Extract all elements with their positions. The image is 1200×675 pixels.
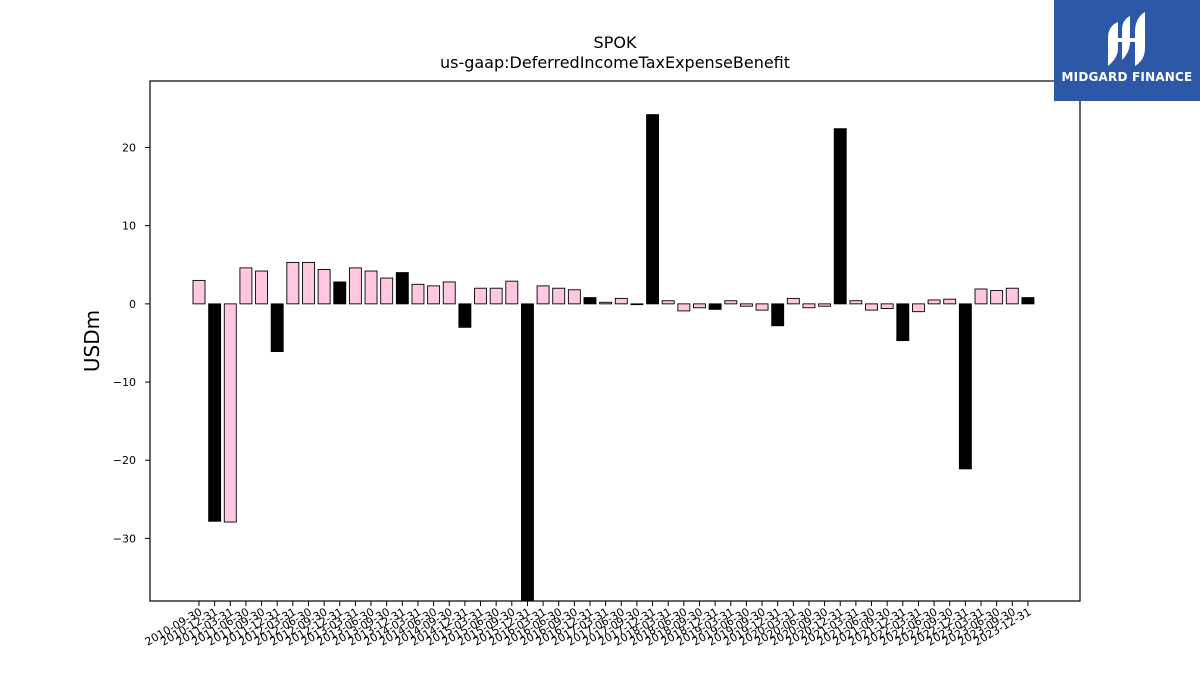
- bar-2010-12-31: [208, 303, 222, 522]
- bar-2021-03-31: [849, 300, 863, 305]
- bar-2015-03-31: [474, 287, 487, 305]
- bar-2016-03-31: [536, 285, 550, 305]
- bar-2016-12-31: [583, 297, 597, 305]
- bar-2018-06-30: [677, 303, 691, 312]
- bar-2019-12-31: [771, 303, 785, 327]
- bar-2016-09-30: [567, 289, 581, 305]
- bar-2023-03-31: [974, 288, 988, 305]
- bar-2022-06-30: [927, 299, 941, 305]
- bar-2010-09-30: [192, 279, 206, 305]
- bar-2012-03-31: [286, 261, 300, 305]
- logo-text: MIDGARD FINANCE: [1061, 70, 1193, 84]
- y-tick-label: −30: [113, 532, 136, 545]
- midgard-finance-logo: MIDGARD FINANCE: [1054, 0, 1200, 101]
- bar-2014-12-31: [458, 303, 472, 328]
- bar-2023-12-31: [1021, 297, 1035, 305]
- bar-2020-09-30: [818, 303, 832, 307]
- bar-2011-03-31: [223, 303, 237, 523]
- bar-2023-06-30: [990, 290, 1004, 305]
- y-tick-label: 0: [129, 298, 136, 311]
- bar-2022-03-31: [911, 303, 925, 313]
- bar-2019-09-30: [755, 303, 769, 311]
- bar-2019-03-31: [724, 300, 738, 305]
- bar-2017-06-30: [614, 297, 628, 305]
- plot-frame: [149, 80, 1081, 602]
- bar-2011-06-30: [239, 267, 253, 305]
- bar-2020-06-30: [802, 303, 816, 309]
- chart-title: SPOK: [594, 33, 637, 52]
- bar-2012-09-30: [317, 269, 331, 305]
- bar-2021-12-31: [896, 303, 910, 342]
- bar-2013-03-31: [348, 267, 362, 305]
- bar-2011-09-30: [255, 270, 269, 305]
- bar-2020-03-31: [786, 297, 800, 305]
- y-tick-label: −10: [113, 376, 136, 389]
- bar-2022-09-30: [943, 298, 957, 305]
- bars-layer: [192, 114, 1035, 602]
- bar-2013-09-30: [380, 277, 394, 305]
- x-axis: 2010-09-302010-12-312011-03-312011-06-30…: [143, 601, 1033, 649]
- y-tick-label: 20: [122, 141, 136, 154]
- bar-2013-06-30: [364, 270, 378, 305]
- bar-2014-03-31: [411, 283, 425, 305]
- bar-2017-09-30: [630, 303, 644, 306]
- y-tick-label: −20: [113, 454, 136, 467]
- bar-2021-06-30: [865, 303, 878, 311]
- bar-2020-12-31: [833, 128, 847, 305]
- bar-2017-12-31: [646, 114, 660, 305]
- y-axis-label: USDm: [80, 310, 104, 372]
- midgard-logo-icon: [1108, 12, 1145, 66]
- y-tick-label: 10: [122, 220, 136, 233]
- bar-2018-09-30: [693, 303, 706, 309]
- bar-2019-06-30: [739, 303, 753, 307]
- bar-2014-06-30: [427, 285, 441, 305]
- bar-2014-09-30: [442, 281, 456, 305]
- bar-2015-06-30: [489, 287, 503, 305]
- bar-2021-09-30: [880, 303, 894, 309]
- bar-2022-12-31: [958, 303, 972, 470]
- bar-2012-12-31: [333, 281, 347, 305]
- bar-2023-09-30: [1005, 287, 1019, 305]
- bar-2012-06-30: [302, 261, 315, 305]
- bar-2011-12-31: [270, 303, 284, 353]
- chart-subtitle: us-gaap:DeferredIncomeTaxExpenseBenefit: [440, 53, 790, 72]
- bar-2015-12-31: [520, 303, 534, 602]
- bar-2013-12-31: [395, 272, 409, 305]
- bar-2018-12-31: [708, 303, 722, 310]
- y-axis: −30 −20 −10 0 10 20: [113, 141, 150, 545]
- bar-2016-06-30: [552, 287, 566, 305]
- bar-2018-03-31: [661, 300, 675, 305]
- bar-2017-03-31: [599, 301, 613, 305]
- bar-2015-09-30: [505, 280, 519, 305]
